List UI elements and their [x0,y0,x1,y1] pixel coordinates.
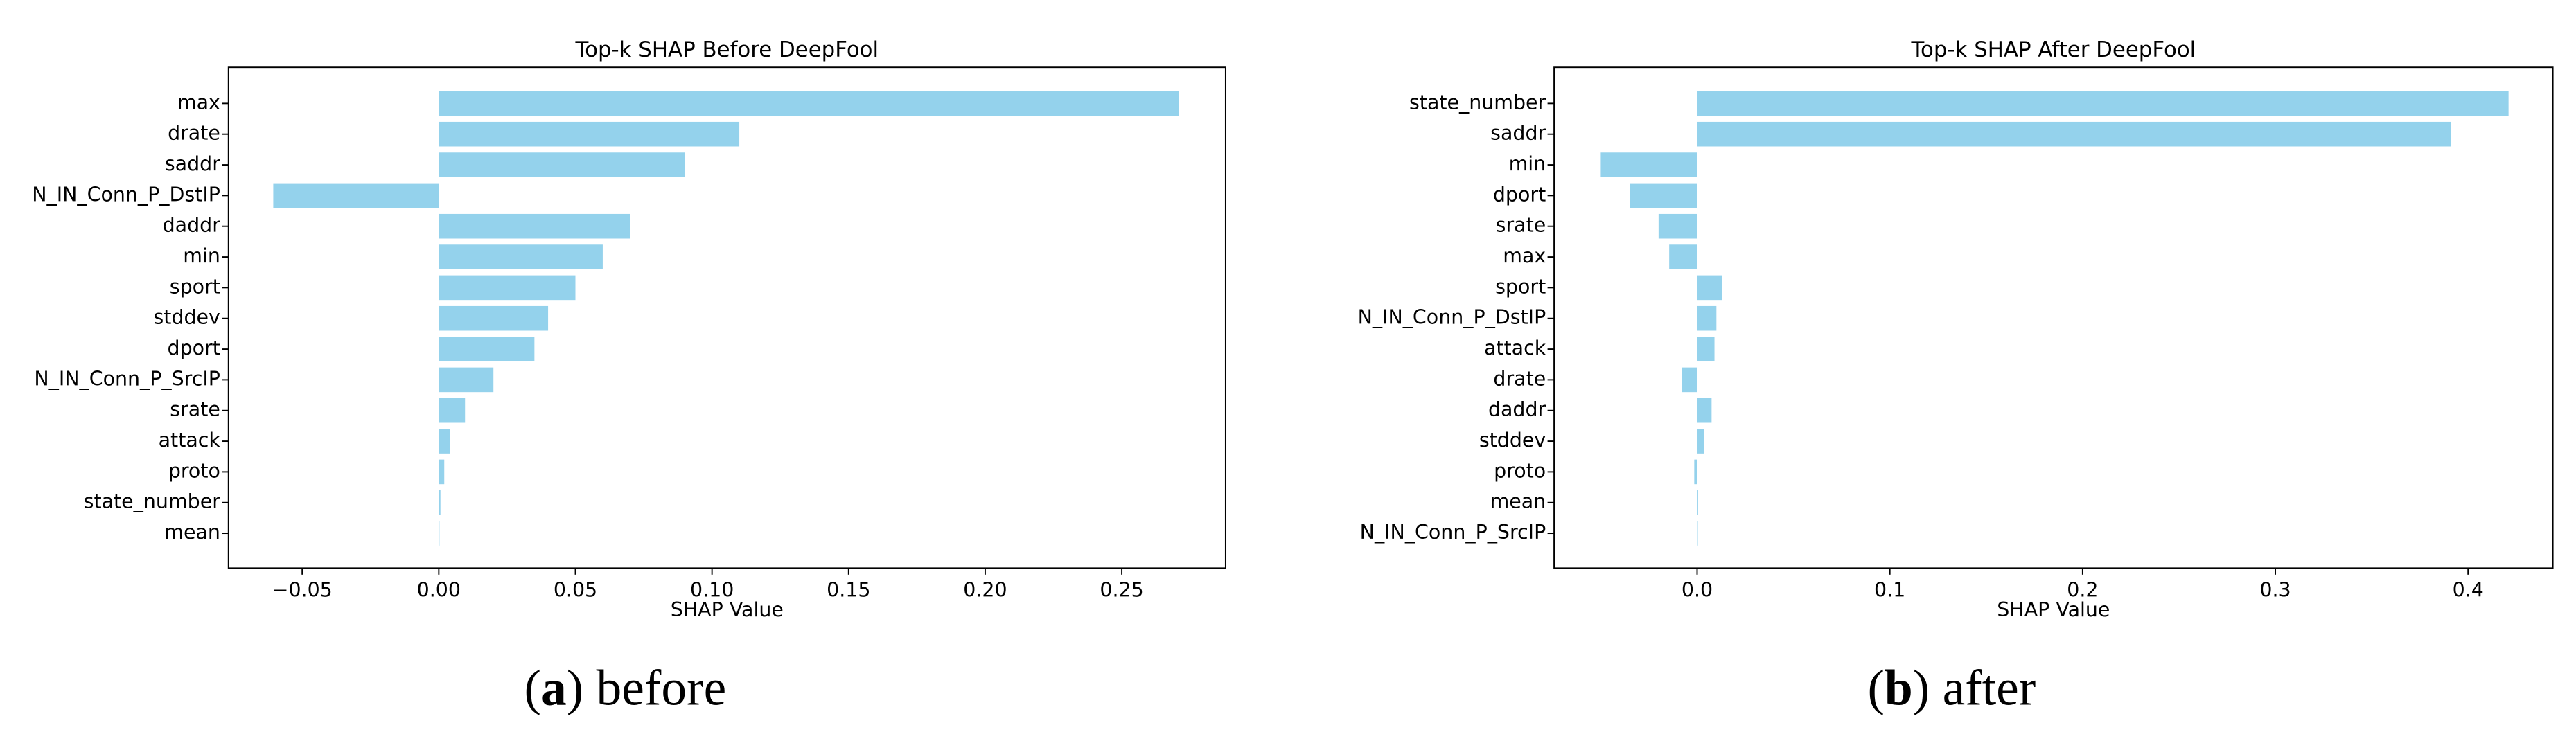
caption-part: a [541,659,567,715]
x-tick-label: 0.1 [1874,579,1905,602]
bar [1697,305,1717,331]
bar [1697,91,2509,116]
y-tick-label: N_IN_Conn_P_DstIP [1358,306,1546,329]
y-tick-label: stddev [153,306,220,329]
bar [1697,429,1704,454]
caption-part: ) after [1913,659,2036,715]
bar [273,183,439,208]
x-tick-label: 0.2 [2067,579,2098,602]
x-tick-label: 0.10 [690,579,734,602]
bar [439,91,1179,116]
y-tick-label: max [1503,244,1546,267]
y-tick-label: sport [1495,275,1546,298]
bar [1697,121,2451,147]
bar [439,152,685,177]
bar [439,490,441,515]
y-tick-label: srate [1496,214,1546,237]
caption: (a) before [524,659,726,715]
bar [439,213,630,239]
bar [1697,337,1715,361]
bar [1600,152,1697,177]
caption-part: ( [1867,659,1884,715]
x-tick-label: 0.3 [2259,579,2291,602]
x-axis-label: SHAP Value [671,598,784,621]
bar [1658,213,1697,239]
x-tick-label: 0.20 [963,579,1007,602]
y-tick-label: saddr [165,152,220,175]
bar [439,367,494,393]
y-tick-label: sport [170,275,220,298]
axes-frame [227,66,1226,569]
axes-frame [1553,66,2554,569]
y-tick-label: max [177,91,220,114]
y-tick-label: min [1509,152,1546,175]
y-tick-label: min [183,244,220,267]
x-tick-label: −0.05 [272,579,333,602]
x-tick-label: 0.00 [417,579,461,602]
chart-title: Top-k SHAP Before DeepFool [575,37,879,62]
bar [1697,275,1722,301]
y-tick-label: state_number [1409,91,1546,114]
y-tick-label: mean [1490,490,1546,513]
y-tick-label: dport [168,337,220,359]
y-tick-label: stddev [1479,429,1546,452]
x-tick-label: 0.4 [2453,579,2484,602]
y-tick-label: attack [159,429,221,452]
bar [439,121,740,147]
y-tick-label: proto [1494,459,1546,482]
y-tick-label: srate [170,398,220,421]
bar [439,429,450,454]
y-tick-label: daddr [1488,398,1546,421]
bar [439,337,535,361]
y-tick-label: drate [1493,367,1546,390]
x-tick-label: 0.15 [827,579,870,602]
bar [439,275,576,301]
caption-part: b [1885,659,1913,715]
caption: (b) after [1867,659,2036,715]
caption-part: ( [524,659,540,715]
y-tick-label: dport [1493,183,1546,206]
bar [1630,183,1697,208]
y-tick-label: attack [1484,337,1546,359]
bar [1682,367,1697,393]
x-tick-label: 0.25 [1100,579,1143,602]
bar [1694,459,1697,485]
y-tick-label: mean [164,521,220,544]
chart-title: Top-k SHAP After DeepFool [1910,37,2196,62]
bar [439,398,466,423]
bar [439,459,445,485]
x-axis-label: SHAP Value [1997,598,2110,621]
y-tick-label: N_IN_Conn_P_DstIP [32,183,220,206]
bar [439,305,549,331]
y-tick-label: proto [168,459,220,482]
y-tick-label: N_IN_Conn_P_SrcIP [1360,521,1546,544]
bar [1669,244,1697,269]
y-tick-label: saddr [1490,122,1546,145]
caption-part: ) before [567,659,727,715]
x-tick-label: 0.0 [1682,579,1713,602]
y-tick-label: drate [168,122,220,145]
bar [1697,398,1712,423]
y-tick-label: daddr [163,214,221,237]
y-tick-label: N_IN_Conn_P_SrcIP [34,367,220,390]
bar [439,244,603,269]
x-tick-label: 0.05 [554,579,597,602]
y-tick-label: state_number [84,490,221,513]
